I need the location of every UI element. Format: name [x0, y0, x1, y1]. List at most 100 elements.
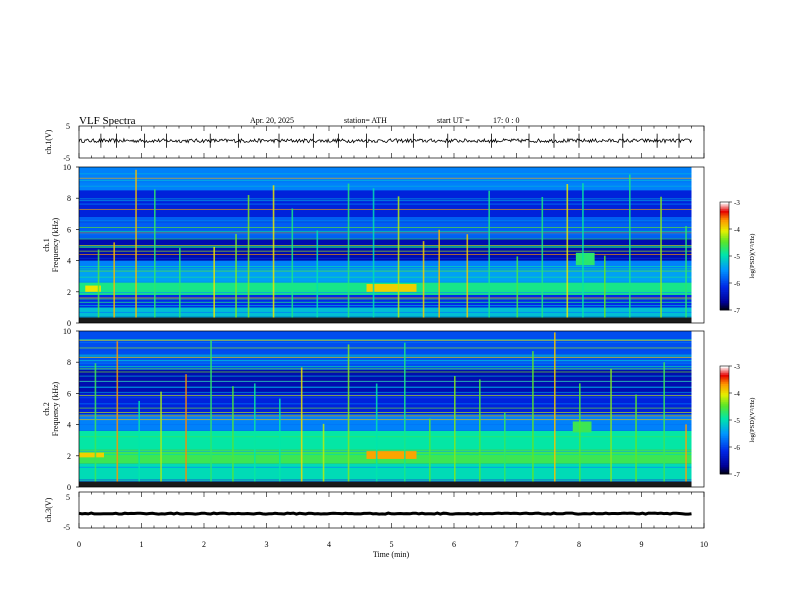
ch1-colorbar-step-44 — [720, 281, 729, 284]
ch1-colorbar-step-39 — [720, 272, 729, 275]
date-label: Apr. 20, 2025 — [250, 116, 294, 125]
ch1-colorbar-step-45 — [720, 283, 729, 286]
ch1-colorbar-step-22 — [720, 241, 729, 244]
ch3-x-ticks — [78, 492, 705, 528]
ch2-colorbar-step-49 — [720, 454, 729, 457]
ch2-colorbar-step-22 — [720, 405, 729, 408]
ch1-event-0 — [366, 284, 417, 292]
ch2-colorbar-step-39 — [720, 436, 729, 439]
ch2-spike-6 — [232, 386, 234, 483]
ch1-line-21 — [79, 246, 692, 248]
station-label: station= ATH — [344, 116, 387, 125]
ch2-colorbar-step-11 — [720, 385, 729, 388]
ch1-spectrogram-bands — [79, 167, 704, 323]
ch2-line-31 — [79, 403, 692, 405]
ch2-ytick-label-4: 8 — [67, 358, 71, 367]
ch2-colorbar-step-19 — [720, 400, 729, 403]
ch2-line-19 — [79, 339, 692, 341]
ch1-colorbar-step-26 — [720, 248, 729, 251]
ch1-colorbar-step-24 — [720, 245, 729, 248]
ch2-colorbar-step-56 — [720, 466, 729, 469]
ch1-spike-1 — [113, 242, 115, 319]
ch2-colorbar-step-29 — [720, 418, 729, 421]
ch2-spectrogram-spikes — [79, 332, 692, 487]
ch1-colorbar-step-15 — [720, 229, 729, 232]
ch2-spike-0 — [94, 363, 97, 483]
ch2-line-11 — [79, 368, 692, 370]
ch2-spike-18 — [532, 351, 534, 483]
ch1-colorbar-step-41 — [720, 275, 729, 278]
ch2-spike-4 — [185, 374, 187, 483]
ch2-colorbar-step-7 — [720, 378, 729, 381]
ch1-colorbar-step-20 — [720, 238, 729, 241]
ch1-event-2 — [85, 285, 101, 292]
ch1-line-36 — [79, 266, 692, 267]
ch2-colorbar-step-52 — [720, 459, 729, 462]
time-tick-label-1: 1 — [140, 540, 144, 549]
ch1-event-1 — [575, 252, 595, 266]
ch2-line-9 — [79, 466, 692, 468]
ch1-band-4 — [79, 269, 692, 283]
ch1-line-6 — [79, 220, 692, 222]
ch1-line-18 — [79, 250, 692, 252]
ch1-line-32 — [79, 316, 692, 318]
ch1-spike-23 — [629, 174, 631, 319]
ch2-event-0 — [366, 451, 417, 459]
ch1-colorbar-tick-label-4: -7 — [734, 307, 740, 315]
ch2-colorbar-step-4 — [720, 373, 729, 376]
ch1-spike-11 — [347, 183, 350, 319]
ch2-spectrogram-y-ticks: 0 2 4 6 8 10 — [63, 327, 79, 492]
ch2-line-3 — [79, 355, 692, 357]
ch2-event-1 — [572, 421, 592, 433]
ch1-ytick-top: 5 — [66, 122, 70, 131]
ch2-band-7 — [79, 331, 692, 370]
ch1-ytick-label-3: 6 — [67, 225, 71, 234]
ch2-spike-7 — [254, 383, 256, 483]
ch2-line-7 — [79, 395, 692, 397]
ch2-line-36 — [79, 360, 692, 362]
ch2-colorbar-step-32 — [720, 423, 729, 426]
ch1-colorbar-step-17 — [720, 232, 729, 235]
ch1-line-23 — [79, 276, 692, 278]
time-tick-label-8: 8 — [577, 540, 581, 549]
ch2-colorbar-step-35 — [720, 429, 729, 432]
ch2-ytick-label-3: 6 — [67, 389, 71, 398]
ch2-line-5 — [79, 419, 692, 421]
ch1-spectrogram-events — [85, 252, 595, 292]
ch2-colorbar-step-31 — [720, 421, 729, 424]
ch2-spike-24 — [685, 424, 687, 483]
ch1-colorbar-tick-label-1: -4 — [734, 226, 740, 234]
ch1-line-2 — [79, 198, 692, 200]
ch2-colorbar-step-10 — [720, 384, 729, 387]
ch2-colorbar-tick-label-2: -5 — [734, 417, 740, 425]
ch1-colorbar-step-46 — [720, 284, 729, 287]
ch2-colorbar-step-20 — [720, 402, 729, 405]
ch2-spectrogram-events — [79, 421, 592, 459]
ch2-spike-14 — [429, 418, 431, 483]
ch1-spike-24 — [660, 196, 662, 319]
ch1-ytick-label-5: 10 — [63, 163, 71, 172]
ch2-spike-17 — [504, 412, 506, 483]
ch2-channel-title: ch.2 — [42, 402, 51, 416]
ch2-colorbar-step-34 — [720, 427, 729, 430]
ch3-ylabel: ch.3(V) — [44, 497, 53, 522]
ch1-band-5 — [79, 260, 692, 270]
ch1-colorbar-step-5 — [720, 211, 729, 214]
ch1-spike-12 — [372, 188, 375, 319]
ch2-line-23 — [79, 386, 692, 388]
ch2-spike-22 — [635, 394, 637, 483]
ch1-colorbar-label: log(PSD)(V²/Hz) — [749, 234, 756, 279]
ch2-colorbar-label: log(PSD)(V²/Hz) — [749, 398, 756, 443]
ch1-colorbar-step-53 — [720, 297, 729, 300]
ch2-ytick-label-0: 0 — [67, 483, 71, 492]
ch1-spikes — [100, 133, 680, 148]
ch2-colorbar-step-6 — [720, 376, 729, 379]
ch2-colorbar-step-33 — [720, 425, 729, 428]
ch1-spike-18 — [516, 256, 519, 319]
ch1-colorbar-step-32 — [720, 259, 729, 262]
ch1-spike-9 — [291, 208, 294, 319]
ch1-colorbar-tick-label-2: -5 — [734, 253, 740, 261]
ch2-line-38 — [79, 375, 692, 377]
ch1-colorbar-step-8 — [720, 216, 729, 219]
